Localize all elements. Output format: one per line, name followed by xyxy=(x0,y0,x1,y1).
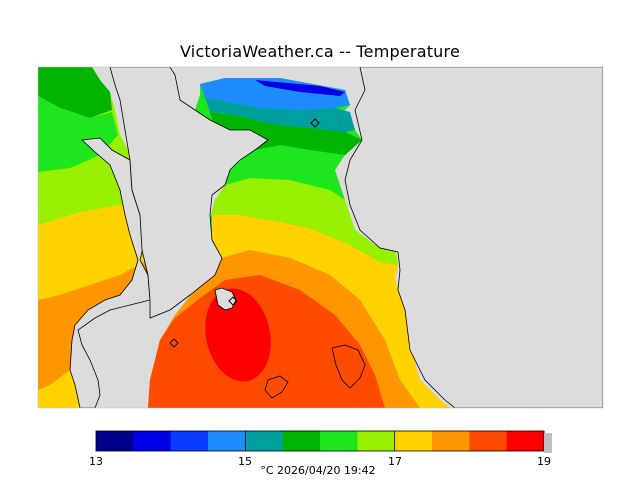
colorbar-shadow xyxy=(544,433,552,453)
station-markers xyxy=(169,118,320,348)
colorbar-swatch xyxy=(432,431,470,451)
temperature-colorbar xyxy=(96,431,545,451)
legend-label-17: 17 xyxy=(388,455,402,468)
legend-max-label: 19 xyxy=(537,455,551,468)
west-island-field xyxy=(38,67,150,408)
colorbar-swatch xyxy=(208,431,246,451)
colorbar-swatch xyxy=(245,431,284,451)
colorbar-swatch xyxy=(96,431,134,451)
map-frame xyxy=(37,66,604,409)
colorbar-swatch xyxy=(506,431,545,451)
water-bodies xyxy=(69,67,603,408)
legend-min-label: 13 xyxy=(89,455,103,468)
colorbar-swatch xyxy=(357,431,396,451)
station-marker-north xyxy=(310,118,320,128)
colorbar-swatch xyxy=(133,431,172,451)
station-marker-west xyxy=(169,338,179,348)
legend-caption: °C 2026/04/20 19:42 xyxy=(260,464,376,477)
legend-label-15: 15 xyxy=(238,455,252,468)
station-marker-victoria xyxy=(228,296,238,306)
east-field xyxy=(148,78,450,408)
colorbar-swatch xyxy=(282,431,321,451)
map-title: VictoriaWeather.ca -- Temperature xyxy=(180,42,460,61)
colorbar-swatch xyxy=(394,431,433,451)
colorbar-swatch xyxy=(320,431,358,451)
colorbar-swatch xyxy=(469,431,508,451)
colorbar-swatch xyxy=(170,431,209,451)
